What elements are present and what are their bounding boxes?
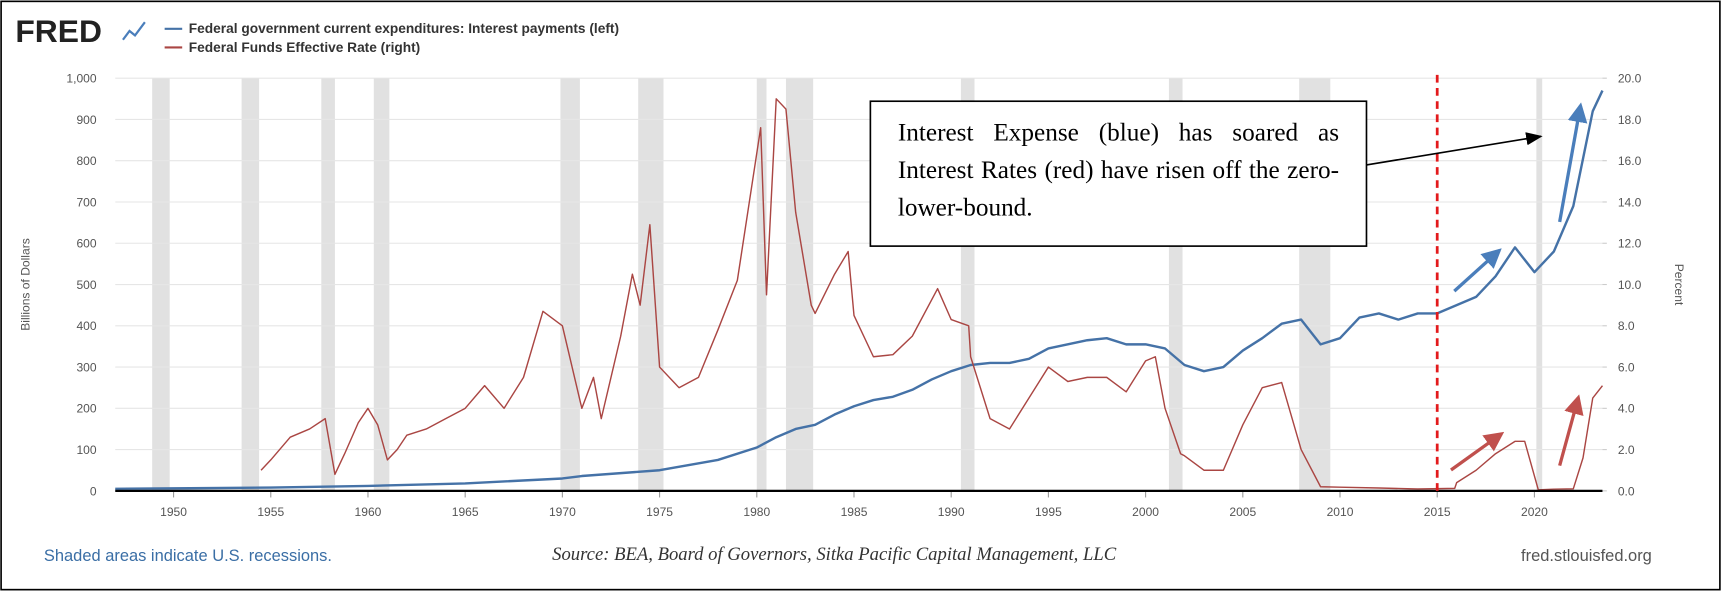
- x-tick-label: 1985: [841, 505, 868, 519]
- y-tick-label: 300: [76, 360, 96, 374]
- x-tick-label: 2005: [1229, 505, 1256, 519]
- x-tick-label: 1960: [355, 505, 382, 519]
- x-tick-label: 1970: [549, 505, 576, 519]
- source: Source: BEA, Board of Governors, Sitka P…: [552, 544, 1117, 565]
- y2-tick-label: 14.0: [1618, 195, 1642, 209]
- y2-tick-label: 8.0: [1618, 319, 1635, 333]
- arrow: [1366, 132, 1543, 166]
- arrow: [1450, 431, 1505, 472]
- annotation: Interest Expense (blue) has soared as In…: [897, 118, 1340, 221]
- y2-tick-label: 0.0: [1618, 484, 1635, 498]
- y2-tick-label: 2.0: [1618, 443, 1635, 457]
- y2-tick-label: 12.0: [1618, 237, 1642, 251]
- logo: FRED: [15, 13, 102, 49]
- y2-tick-label: 6.0: [1618, 360, 1635, 374]
- arrow: [1558, 102, 1588, 223]
- y-tick-label: 200: [76, 402, 96, 416]
- x-tick-label: 2020: [1521, 505, 1548, 519]
- site: fred.stlouisfed.org: [1521, 547, 1652, 565]
- y2-tick-label: 20.0: [1618, 72, 1642, 86]
- x-tick-label: 2015: [1424, 505, 1451, 519]
- annotation-box: [869, 100, 1368, 247]
- x-tick-label: 2010: [1327, 505, 1354, 519]
- y-tick-label: 900: [76, 113, 96, 127]
- x-tick-label: 1990: [938, 505, 965, 519]
- arrow: [1453, 248, 1502, 293]
- x-tick-label: 2000: [1132, 505, 1159, 519]
- x-tick-label: 1995: [1035, 505, 1062, 519]
- x-tick-label: 1980: [743, 505, 770, 519]
- x-tick-label: 1955: [257, 505, 284, 519]
- y-axis-label: Billions of Dollars: [19, 238, 33, 331]
- y2-tick-label: 10.0: [1618, 278, 1642, 292]
- y-tick-label: 100: [76, 443, 96, 457]
- x-tick-label: 1965: [452, 505, 479, 519]
- y-tick-label: 1,000: [66, 72, 96, 86]
- y-tick-label: 600: [76, 237, 96, 251]
- legend-label: Federal Funds Effective Rate (right): [189, 40, 420, 55]
- y-tick-label: 700: [76, 195, 96, 209]
- series-line: [260, 98, 1604, 491]
- x-tick-label: 1975: [646, 505, 673, 519]
- y-tick-label: 0: [90, 484, 97, 498]
- logo-icon: [122, 21, 146, 41]
- annotation-text: Interest Expense (blue) has soared as In…: [897, 118, 1340, 221]
- y-tick-label: 400: [76, 319, 96, 333]
- series-line: [115, 90, 1604, 491]
- legend-label: Federal government current expenditures:…: [189, 21, 619, 36]
- y2-tick-label: 16.0: [1618, 154, 1642, 168]
- y2-axis-label: Percent: [1672, 264, 1686, 306]
- y-tick-label: 500: [76, 278, 96, 292]
- arrow: [1558, 394, 1584, 467]
- x-tick-label: 1950: [160, 505, 187, 519]
- y-tick-label: 800: [76, 154, 96, 168]
- recession-note: Shaded areas indicate U.S. recessions.: [44, 547, 332, 565]
- y2-tick-label: 4.0: [1618, 402, 1635, 416]
- y2-tick-label: 18.0: [1618, 113, 1642, 127]
